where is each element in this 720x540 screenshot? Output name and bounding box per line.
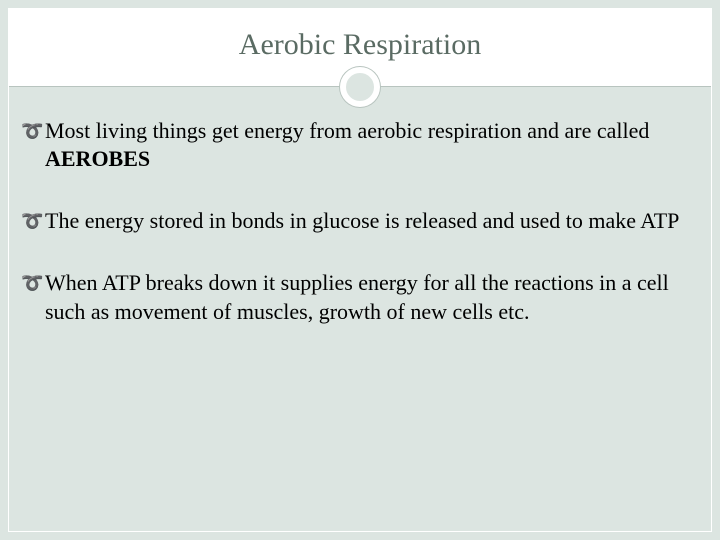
- slide-inner: Aerobic Respiration ➰ Most living things…: [8, 8, 712, 532]
- bullet-glyph-icon: ➰: [21, 272, 43, 295]
- bullet-item: ➰ The energy stored in bonds in glucose …: [21, 207, 693, 235]
- circle-decoration: [340, 67, 380, 107]
- bullet-text: The energy stored in bonds in glucose is…: [45, 208, 679, 233]
- bullet-item: ➰ When ATP breaks down it supplies energ…: [21, 269, 693, 325]
- slide-container: Aerobic Respiration ➰ Most living things…: [0, 0, 720, 540]
- bullet-glyph-icon: ➰: [21, 210, 43, 233]
- content-area: ➰ Most living things get energy from aer…: [21, 117, 693, 519]
- bullet-text: When ATP breaks down it supplies energy …: [45, 270, 669, 323]
- bullet-bold: AEROBES: [45, 146, 150, 171]
- bullet-glyph-icon: ➰: [21, 120, 43, 143]
- bullet-item: ➰ Most living things get energy from aer…: [21, 117, 693, 173]
- slide-title: Aerobic Respiration: [239, 28, 481, 62]
- bullet-text: Most living things get energy from aerob…: [45, 118, 649, 143]
